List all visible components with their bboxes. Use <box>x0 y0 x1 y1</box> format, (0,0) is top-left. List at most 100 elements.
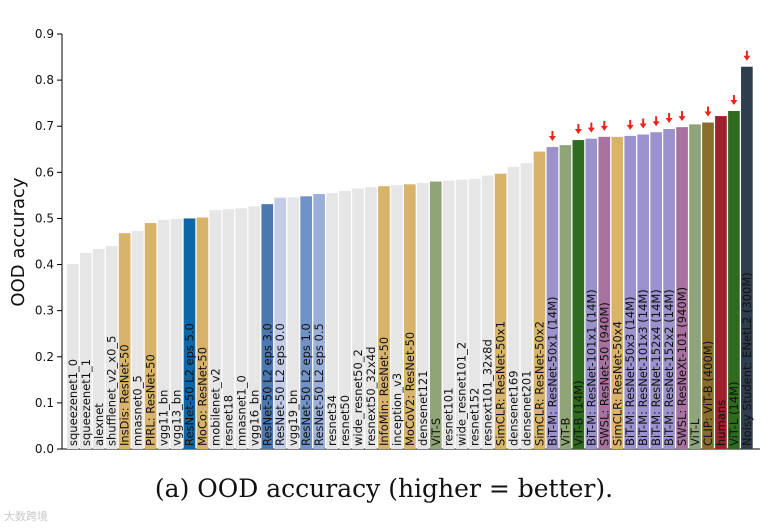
bar-label: BiT-M: ResNet-101x3 (14M) <box>636 289 650 446</box>
bar-label: resnext101_32x8d <box>481 339 495 446</box>
figure-caption: (a) OOD accuracy (higher = better). <box>154 474 614 503</box>
bar <box>144 223 157 449</box>
bar <box>157 219 170 449</box>
down-arrow-icon <box>639 118 647 129</box>
down-arrow-icon <box>665 112 673 123</box>
bar-label: ResNet-50 L2 eps 3.0 <box>260 323 274 446</box>
y-tick-label: 0.2 <box>35 350 54 364</box>
bar-label: resnet152 <box>468 388 482 446</box>
bar-label: SWSL: ResNeXt-101 (940M) <box>675 287 689 446</box>
bar-label: vgg11_bn <box>157 390 171 446</box>
bar-label: vgg19_bn <box>286 390 300 446</box>
bar-label: ResNet-50 L2 eps 5.0 <box>182 323 196 446</box>
y-tick-label: 0.7 <box>35 119 54 133</box>
down-arrow-icon <box>600 120 608 131</box>
bar-label: SimCLR: ResNet-50x1 <box>494 321 508 446</box>
down-arrow-icon <box>743 50 751 61</box>
bar <box>702 122 714 449</box>
bar-label: BiT-M: ResNet-50x3 (14M) <box>623 297 637 446</box>
bar <box>741 66 753 450</box>
bar <box>533 151 546 449</box>
bar <box>429 181 442 449</box>
bar <box>663 128 675 450</box>
bar-label: resnet50 <box>338 395 352 446</box>
bar <box>261 204 274 449</box>
watermark-text: 大数跨境 <box>4 510 48 523</box>
y-tick-label: 0.9 <box>35 27 54 41</box>
bar-label: CLIP: ViT-B (400M) <box>701 341 715 446</box>
bar <box>339 190 351 449</box>
bar-label: ViT-L <box>688 418 702 446</box>
bar-label: ResNet-50 L2 eps 0.5 <box>312 323 326 446</box>
bar-label: ViT-B <box>558 417 572 446</box>
bar <box>209 210 222 449</box>
down-arrow-icon <box>574 124 582 135</box>
bar-label: humans <box>714 400 728 446</box>
bar-label: densenet201 <box>520 370 534 446</box>
down-arrow-icon <box>730 95 738 106</box>
bar-label: SWSL: ResNet-50 (940M) <box>597 302 611 446</box>
y-tick-label: 0.0 <box>35 442 54 456</box>
bar-label: ViT-L (14M) <box>727 381 741 446</box>
bar <box>248 206 261 449</box>
bar <box>365 187 377 449</box>
bar-label: squeezenet1_1 <box>79 359 93 446</box>
bar-label: SimCLR: ResNet-50x2 <box>532 321 546 446</box>
bar-label: shufflenet_v2_x0_5 <box>105 336 119 446</box>
bar <box>404 184 416 449</box>
bar <box>416 182 429 449</box>
down-arrow-icon <box>626 119 634 130</box>
bar <box>300 196 312 449</box>
down-arrow-icon <box>652 116 660 127</box>
ood-accuracy-bar-chart: 0.0 0.1 0.2 0.3 0.4 0.5 0.6 0.7 0.8 0.9 squeezene… <box>8 27 760 456</box>
y-tick-label: 0.1 <box>35 396 54 410</box>
y-axis-title: OOD accuracy <box>8 177 29 306</box>
bar-label: ViT-S <box>429 418 443 446</box>
down-arrow-icon <box>704 106 712 117</box>
bar-label: resnet34 <box>325 395 339 446</box>
bar <box>455 179 468 449</box>
bar <box>92 248 105 449</box>
bar <box>183 218 196 449</box>
bar-label: BiT-M: ResNet-152x2 (14M) <box>662 289 676 446</box>
bar <box>274 197 287 449</box>
bar <box>494 173 507 449</box>
bar-label: squeezenet1_0 <box>66 359 80 446</box>
bar-label: mobilenet_v2 <box>208 368 222 446</box>
bar <box>313 194 325 449</box>
y-tick-label: 0.8 <box>35 73 54 87</box>
arrow-markers-group <box>548 50 751 141</box>
bar-label: BiT-M: ResNet-152x4 (14M) <box>649 289 663 446</box>
y-tick-label: 0.3 <box>35 304 54 318</box>
bar <box>442 180 455 449</box>
bar <box>715 116 727 449</box>
bar-label: vgg16_bn <box>247 390 261 446</box>
bar <box>559 145 572 449</box>
bar-label: inception_v3 <box>390 373 404 446</box>
bar-label: mnasnet1_0 <box>234 375 248 446</box>
bar-label: wide_resnet50_2 <box>351 349 365 446</box>
bar-label: Noisy Student: ENetL2 (300M) <box>740 272 754 446</box>
bar-label: wide_resnet101_2 <box>455 342 469 446</box>
bar-label: densenet121 <box>416 370 430 446</box>
bar-label: MoCo: ResNet-50 <box>195 347 209 446</box>
bar-label: ViT-B (14M) <box>571 380 585 446</box>
bar-label: BiT-M: ResNet-50x1 (14M) <box>545 297 559 446</box>
y-tick-label: 0.4 <box>35 258 54 272</box>
bar <box>520 163 533 450</box>
bar <box>572 140 585 449</box>
bar-label: ResNet-50 L2 eps 1.0 <box>299 323 313 446</box>
bar <box>481 175 494 449</box>
down-arrow-icon <box>587 122 595 133</box>
bar <box>676 127 688 449</box>
bar <box>170 218 183 449</box>
bar <box>118 233 131 449</box>
bar <box>689 124 701 449</box>
bar <box>598 136 611 449</box>
bar <box>507 166 520 450</box>
bar-label: InsDis: ResNet-50 <box>118 344 132 446</box>
bar <box>611 136 624 449</box>
bar <box>378 186 390 450</box>
bar <box>585 138 598 450</box>
bars-group <box>67 66 753 450</box>
